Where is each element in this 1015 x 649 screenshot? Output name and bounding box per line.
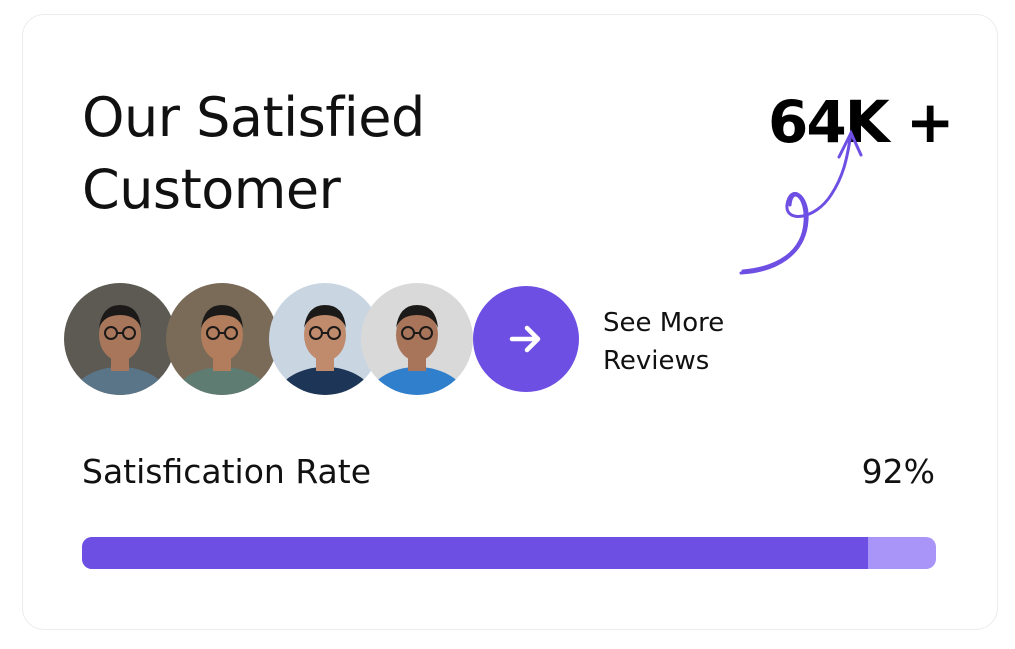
customer-count: 64K +	[768, 88, 954, 156]
see-more-line-2: Reviews	[603, 346, 710, 376]
see-more-reviews-link[interactable]: See More Reviews	[603, 304, 724, 380]
see-more-line-1: See More	[603, 308, 725, 338]
title-line-2: Customer	[82, 158, 341, 221]
see-more-reviews-button[interactable]	[473, 286, 579, 392]
curly-arrow-icon	[739, 129, 863, 275]
satisfaction-label: Satisfication Rate	[82, 452, 371, 491]
customer-avatar	[361, 283, 473, 395]
arrow-right-icon	[509, 325, 541, 353]
satisfaction-value: 92%	[861, 452, 935, 491]
progress-fill	[82, 537, 868, 569]
customer-avatar	[269, 283, 381, 395]
customer-avatar	[64, 283, 176, 395]
card-title: Our Satisfied Customer	[82, 82, 425, 226]
satisfaction-progress-bar	[82, 537, 936, 569]
title-line-1: Our Satisfied	[82, 86, 425, 149]
customer-avatar	[166, 283, 278, 395]
